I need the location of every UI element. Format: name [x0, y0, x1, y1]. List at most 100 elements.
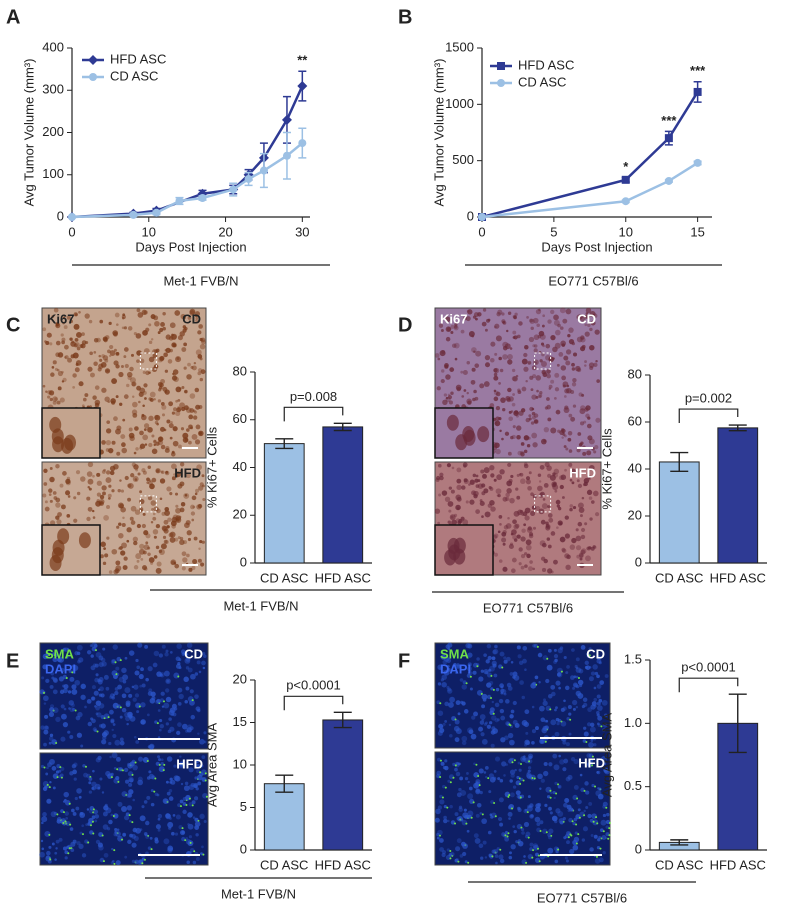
cell [588, 666, 592, 669]
cell [171, 375, 178, 381]
cell [99, 554, 104, 559]
cell [190, 504, 195, 510]
cell [74, 651, 79, 656]
sma-signal [146, 759, 149, 762]
sma-signal [91, 820, 94, 823]
cell [195, 424, 201, 430]
cell [112, 723, 116, 726]
cell [165, 688, 170, 693]
cell [158, 653, 164, 658]
cell [519, 777, 524, 782]
cell [42, 695, 49, 702]
error-bar [275, 438, 294, 450]
cell [181, 347, 187, 352]
cell [41, 676, 45, 680]
cell [95, 651, 102, 658]
cell [484, 721, 488, 725]
sma-signal [525, 861, 528, 864]
cell [171, 411, 176, 415]
cell [605, 825, 609, 829]
cell [136, 385, 142, 391]
cell [191, 434, 198, 440]
cell [450, 391, 454, 395]
cell [444, 720, 448, 723]
cell [541, 324, 545, 328]
sma-signal [522, 779, 525, 782]
cell [153, 398, 156, 401]
cell [495, 335, 502, 342]
cell [188, 414, 194, 420]
sma-signal [43, 766, 46, 769]
cell [556, 721, 560, 726]
cell [481, 704, 486, 709]
cell [436, 836, 440, 840]
cell [123, 556, 128, 561]
cell [434, 353, 440, 358]
cell [453, 325, 459, 331]
cell [434, 817, 440, 823]
sma-signal [54, 654, 57, 657]
cell [581, 705, 585, 709]
sma-signal [520, 763, 523, 766]
cell [534, 419, 539, 424]
sma-signal [536, 645, 539, 648]
cell [448, 509, 452, 513]
cell [599, 857, 604, 863]
cell [486, 724, 492, 729]
cell [143, 544, 150, 551]
cell [62, 846, 67, 851]
cell [563, 699, 566, 703]
cell [156, 793, 160, 797]
cell [441, 674, 447, 681]
cell [479, 790, 483, 795]
cell [597, 793, 604, 800]
cell [521, 695, 526, 700]
cell [581, 496, 585, 500]
cell [532, 344, 536, 348]
cell [76, 788, 82, 794]
cell [181, 566, 186, 571]
point [244, 174, 253, 183]
cell [467, 400, 472, 405]
cell [456, 467, 462, 473]
cell [537, 802, 542, 807]
cell [489, 465, 495, 471]
cell [100, 541, 106, 548]
cell [151, 448, 158, 455]
cell [62, 316, 66, 319]
cell [72, 707, 76, 712]
sma-signal [65, 677, 68, 680]
cell [596, 379, 601, 383]
cell [168, 423, 174, 429]
cell [538, 330, 545, 337]
cell [163, 702, 170, 709]
cell [158, 728, 162, 732]
cell [111, 696, 115, 700]
cell [139, 430, 144, 436]
cell [568, 413, 573, 418]
cell [447, 520, 452, 524]
cell [138, 400, 141, 404]
cell [184, 657, 191, 664]
cell [596, 713, 600, 717]
sma-signal [163, 763, 166, 766]
cell [456, 478, 462, 484]
cell [92, 516, 96, 519]
cell [145, 677, 149, 682]
cell [554, 708, 557, 712]
cell [152, 662, 158, 668]
cell [42, 384, 46, 388]
cell [158, 758, 162, 762]
cell [602, 801, 608, 807]
cell [128, 650, 135, 656]
cell [564, 395, 567, 398]
cell [565, 671, 569, 675]
cell [186, 473, 191, 479]
cell [483, 771, 487, 774]
cell [573, 836, 580, 843]
sma-signal [113, 849, 116, 852]
cell [181, 386, 185, 390]
cell [515, 790, 521, 796]
cell [99, 358, 103, 362]
cell [102, 561, 107, 566]
